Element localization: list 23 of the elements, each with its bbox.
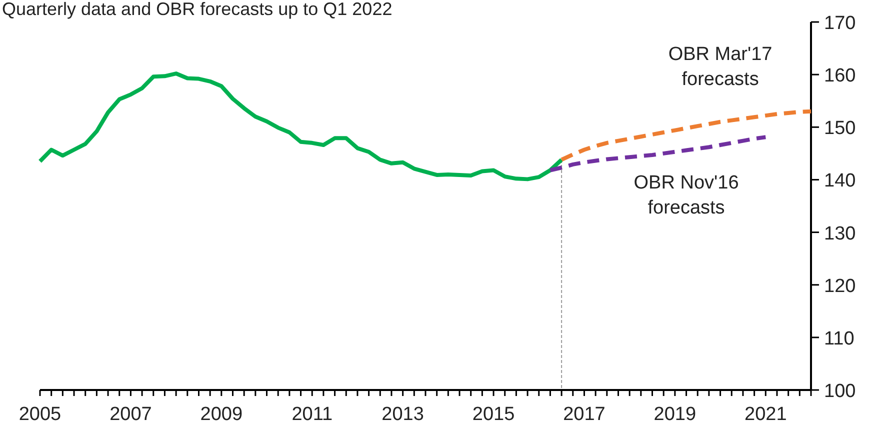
x-tick-label: 2009 [200, 404, 243, 425]
series-label: OBR Nov'16 forecasts [634, 172, 739, 218]
x-tick-label: 2019 [654, 404, 696, 425]
x-tick-label: 2017 [563, 404, 606, 425]
x-tick-label: 2011 [292, 404, 333, 425]
x-tick-label: 2013 [382, 404, 424, 425]
y-tick-label: 120 [824, 276, 856, 297]
y-tick-label: 170 [824, 13, 856, 34]
y-tick-label: 150 [824, 118, 856, 140]
y-tick-label: 160 [824, 66, 856, 87]
y-tick-label: 140 [824, 170, 856, 192]
x-tick-label: 2015 [472, 404, 515, 425]
y-tick-label: 130 [824, 223, 856, 244]
line-series [548, 135, 768, 172]
x-tick-label: 2021 [744, 404, 787, 425]
line-series [38, 72, 564, 182]
line-series [560, 109, 813, 162]
series-label: OBR Mar'17 forecasts [668, 44, 772, 90]
y-tick-label: 110 [824, 328, 854, 350]
y-tick-label: 100 [824, 381, 856, 402]
x-tick-label: 2007 [110, 404, 152, 425]
chart-title: Quarterly data and OBR forecasts up to Q1 2022 [2, 0, 392, 19]
x-tick-label: 2005 [18, 404, 62, 425]
